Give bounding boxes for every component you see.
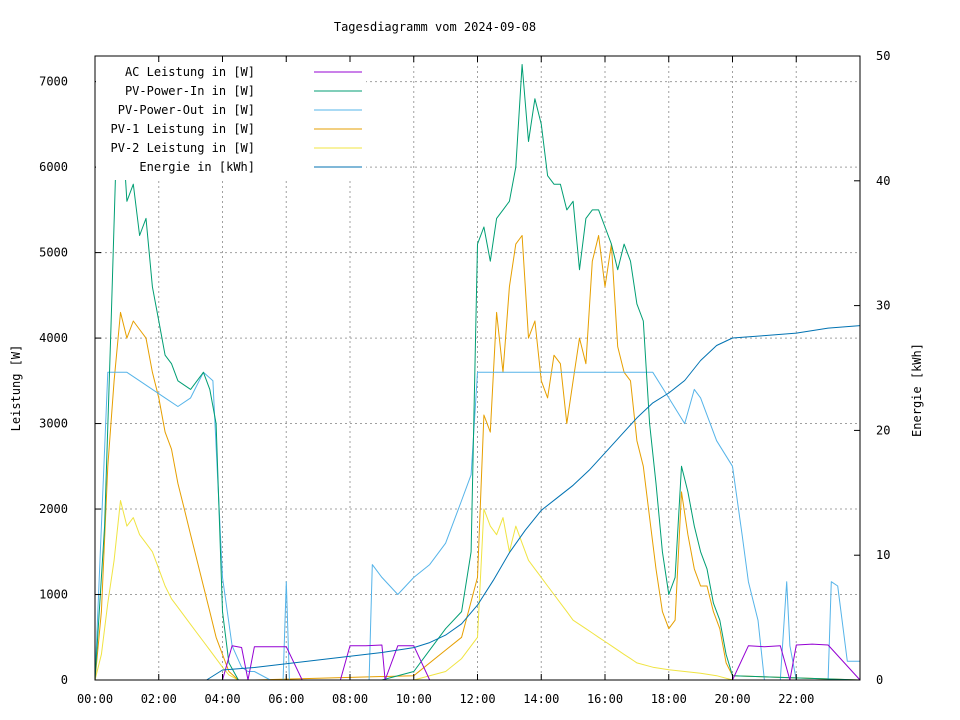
y-tick-label: 1000 bbox=[39, 588, 68, 602]
series-line-4 bbox=[94, 500, 860, 681]
x-tick-label: 14:00 bbox=[523, 692, 559, 706]
y-tick-label: 6000 bbox=[39, 160, 68, 174]
y-tick-labels: 0 1000 2000 3000 4000 5000 6000 7000 bbox=[39, 75, 68, 687]
y2-tick-labels: 0 10 20 30 40 50 bbox=[876, 49, 890, 687]
x-tick-labels: 00:00 02:00 04:00 06:00 08:00 10:00 12:00 14:00… bbox=[77, 692, 814, 706]
y-tick-label: 5000 bbox=[39, 246, 68, 260]
legend: AC Leistung in [W] PV-Power-In in [W] PV-P… bbox=[96, 62, 366, 180]
y2-tick-label: 30 bbox=[876, 299, 890, 313]
series-line-1 bbox=[94, 64, 861, 681]
x-tick-label: 10:00 bbox=[396, 692, 432, 706]
y-axis-label: Leistung [W] bbox=[9, 345, 23, 432]
legend-label: Energie in [kWh] bbox=[139, 160, 255, 174]
y-tick-label: 2000 bbox=[39, 502, 68, 516]
x-tick-label: 00:00 bbox=[77, 692, 113, 706]
x-tick-label: 22:00 bbox=[778, 692, 814, 706]
x-tick-label: 08:00 bbox=[332, 692, 368, 706]
legend-label: AC Leistung in [W] bbox=[125, 65, 255, 79]
legend-label: PV-Power-In in [W] bbox=[125, 84, 255, 98]
y2-axis-label: Energie [kWh] bbox=[910, 343, 924, 437]
legend-background bbox=[96, 62, 366, 180]
y2-tick-label: 40 bbox=[876, 174, 890, 188]
y-tick-label: 3000 bbox=[39, 417, 68, 431]
chart-title: Tagesdiagramm vom 2024-09-08 bbox=[334, 20, 536, 34]
x-tick-label: 12:00 bbox=[459, 692, 495, 706]
y2-tick-label: 0 bbox=[876, 673, 883, 687]
y-tick-label: 7000 bbox=[39, 75, 68, 89]
x-tick-label: 18:00 bbox=[651, 692, 687, 706]
x-tick-label: 16:00 bbox=[587, 692, 623, 706]
series-line-3 bbox=[94, 235, 861, 681]
legend-label: PV-2 Leistung in [W] bbox=[111, 141, 256, 155]
y-tick-label: 0 bbox=[61, 673, 68, 687]
y-tick-label: 4000 bbox=[39, 331, 68, 345]
y2-tick-label: 50 bbox=[876, 49, 890, 63]
x-tick-label: 06:00 bbox=[268, 692, 304, 706]
legend-label: PV-1 Leistung in [W] bbox=[111, 122, 256, 136]
x-tick-label: 02:00 bbox=[141, 692, 177, 706]
y2-tick-label: 20 bbox=[876, 423, 890, 437]
x-tick-label: 20:00 bbox=[714, 692, 750, 706]
x-tick-label: 04:00 bbox=[204, 692, 240, 706]
legend-label: PV-Power-Out in [W] bbox=[118, 103, 255, 117]
y2-tick-label: 10 bbox=[876, 548, 890, 562]
